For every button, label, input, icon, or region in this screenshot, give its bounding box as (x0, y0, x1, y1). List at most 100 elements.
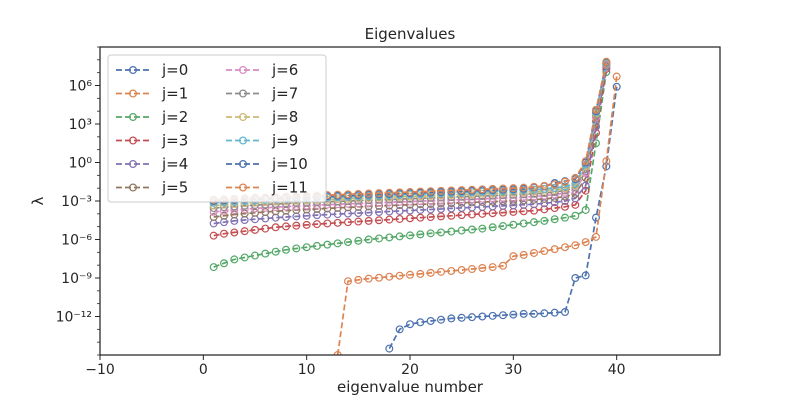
data-point (519, 250, 528, 259)
data-point (468, 185, 477, 194)
data-point (220, 229, 229, 238)
series-line (336, 76, 618, 355)
legend-label: j=4 (161, 155, 188, 173)
data-point (251, 225, 260, 234)
data-point (581, 157, 590, 166)
data-point (426, 205, 435, 214)
data-point (612, 72, 621, 81)
data-point (395, 271, 404, 280)
data-point (364, 235, 373, 244)
data-point (406, 270, 415, 279)
data-point (602, 57, 611, 66)
data-point (385, 233, 394, 242)
data-point (426, 229, 435, 238)
data-point (560, 197, 569, 206)
legend-label: j=1 (161, 85, 188, 103)
data-point (375, 189, 384, 198)
x-tick-label: 10 (298, 362, 316, 378)
data-point (478, 263, 487, 272)
data-point (550, 204, 559, 213)
data-point (271, 203, 280, 212)
data-point (406, 231, 415, 240)
data-point (323, 210, 332, 219)
data-point (416, 205, 425, 214)
data-point (416, 269, 425, 278)
data-point (426, 187, 435, 196)
data-point (240, 227, 249, 236)
data-point (550, 188, 559, 197)
data-point (529, 200, 538, 209)
data-point (323, 240, 332, 249)
legend-item: j=7 (226, 85, 298, 103)
data-point (509, 252, 518, 261)
data-point (354, 236, 363, 245)
data-point (426, 316, 435, 325)
data-point (519, 183, 528, 192)
data-point (240, 253, 249, 262)
data-point (447, 227, 456, 236)
data-point (591, 232, 600, 241)
data-point (540, 247, 549, 256)
data-point (509, 184, 518, 193)
data-point (313, 211, 322, 220)
x-axis-label: eigenvalue number (337, 378, 484, 396)
data-point (333, 218, 342, 227)
data-point (499, 201, 508, 210)
data-point (591, 105, 600, 114)
legend-item: j=2 (116, 108, 188, 126)
data-point (344, 209, 353, 218)
series-layer (209, 57, 621, 355)
data-point (333, 239, 342, 248)
data-point (333, 351, 342, 355)
data-point (540, 181, 549, 190)
data-point (282, 245, 291, 254)
data-point (385, 215, 394, 224)
data-point (457, 203, 466, 212)
legend-swatch-marker (129, 65, 138, 74)
x-tick-label: −10 (85, 362, 115, 378)
data-point (323, 219, 332, 228)
data-point (478, 185, 487, 194)
data-point (478, 312, 487, 321)
data-point (529, 309, 538, 318)
data-point (230, 210, 239, 219)
legend-swatch-marker (239, 65, 248, 74)
data-point (488, 223, 497, 232)
data-point (416, 230, 425, 239)
data-point (560, 213, 569, 222)
legend-item: j=6 (226, 61, 298, 79)
data-point (571, 173, 580, 182)
data-point (550, 308, 559, 317)
data-point (447, 186, 456, 195)
data-point (292, 221, 301, 230)
data-point (354, 275, 363, 284)
legend: j=0 j=1 j=2 j=3 j=4 j=5 j=6 j=7 j=8 j=9 j=10 j=11 (107, 54, 327, 203)
legend-swatch-marker (239, 183, 248, 192)
data-point (447, 266, 456, 275)
legend-item: j=5 (116, 179, 188, 197)
y-tick-label: 10³ (69, 117, 92, 133)
data-point (602, 157, 611, 166)
data-point (375, 208, 384, 217)
data-point (395, 207, 404, 216)
data-point (602, 162, 611, 171)
data-point (416, 200, 425, 209)
data-point (375, 273, 384, 282)
y-axis-label: λ (29, 196, 47, 205)
data-point (313, 241, 322, 250)
legend-item: j=0 (116, 61, 188, 79)
x-tick-label: 0 (199, 362, 208, 378)
y-axis: 10⁻¹² 10⁻⁹ 10⁻⁶ 10⁻³ 10⁰ 10³ 10⁶ (56, 46, 100, 356)
legend-swatch-marker (129, 89, 138, 98)
data-point (488, 184, 497, 193)
data-point (499, 184, 508, 193)
data-point (560, 308, 569, 317)
legend-swatch-marker (239, 89, 248, 98)
data-point (529, 218, 538, 227)
data-point (395, 214, 404, 223)
data-point (375, 216, 384, 225)
data-point (560, 177, 569, 186)
data-point (209, 263, 218, 272)
data-point (540, 194, 549, 203)
